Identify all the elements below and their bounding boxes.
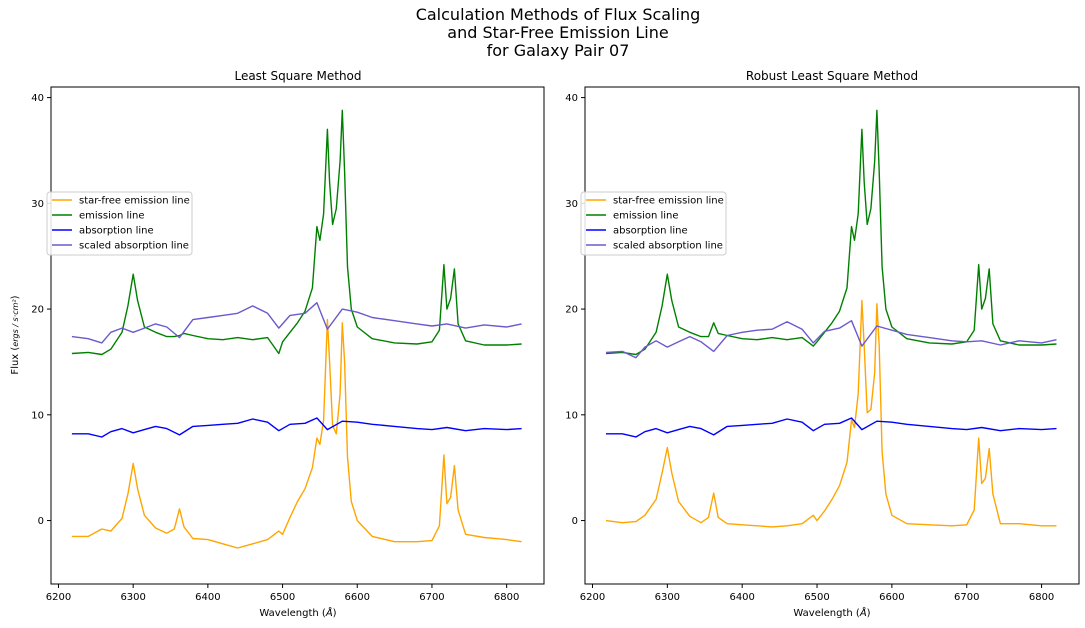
series-line-scaled-absorption-line: [71, 302, 522, 344]
x-tick-label: 6300: [655, 592, 680, 603]
legend-label: scaled absorption line: [79, 241, 189, 252]
legend-label: star-free emission line: [613, 196, 724, 207]
plot-lines: [71, 109, 522, 549]
x-tick-label: 6800: [494, 592, 519, 603]
x-tick-label: 6700: [954, 592, 979, 603]
suptitle-line-1: Calculation Methods of Flux Scaling: [416, 5, 701, 24]
legend-label: emission line: [79, 211, 145, 222]
series-line-emission-line: [605, 109, 1057, 356]
subplot-least-square: Least Square Method 6200 6300 6400 6500 6600…: [10, 69, 545, 619]
suptitle-line-3: for Galaxy Pair 07: [487, 41, 630, 60]
y-tick-label: 20: [565, 305, 578, 316]
legend-box: [46, 191, 193, 256]
series-line-emission-line: [71, 109, 522, 356]
x-ticks: 6200 6300 6400 6500 6600 6700 6800: [580, 584, 1054, 603]
x-tick-label: 6700: [419, 592, 444, 603]
x-tick-label: 6400: [729, 592, 754, 603]
y-ticks: 0 10 20 30 40: [31, 93, 51, 527]
x-tick-label: 6600: [345, 592, 370, 603]
legend-box: [580, 191, 727, 256]
legend-label: absorption line: [79, 226, 154, 237]
y-tick-label: 30: [565, 199, 578, 210]
subplot-title: Least Square Method: [234, 69, 361, 83]
x-ticks: 6200 6300 6400 6500 6600 6700 6800: [46, 584, 519, 603]
y-tick-label: 0: [38, 516, 44, 527]
legend: star-free emission line emission line abso…: [580, 191, 727, 256]
x-axis-label: Wavelength (Å): [259, 606, 336, 619]
x-tick-label: 6500: [270, 592, 295, 603]
x-axis-label: Wavelength (Å): [793, 606, 870, 619]
series-line-scaled-absorption-line: [605, 320, 1057, 359]
plot-frame: [50, 86, 545, 585]
x-tick-label: 6800: [1029, 592, 1054, 603]
x-tick-label: 6500: [804, 592, 829, 603]
y-tick-label: 10: [31, 410, 44, 421]
legend-label: scaled absorption line: [613, 241, 723, 252]
suptitle-line-2: and Star-Free Emission Line: [447, 23, 668, 42]
x-tick-label: 6600: [879, 592, 904, 603]
y-tick-label: 40: [565, 93, 578, 104]
x-tick-label: 6200: [46, 592, 71, 603]
series-line-star-free-emission-line: [71, 318, 522, 549]
legend: star-free emission line emission line abso…: [46, 191, 193, 256]
series-line-star-free-emission-line: [605, 299, 1057, 528]
figure-suptitle: Calculation Methods of Flux Scaling and …: [416, 5, 701, 60]
series-line-absorption-line: [71, 417, 522, 438]
y-tick-label: 40: [31, 93, 44, 104]
legend-label: emission line: [613, 211, 679, 222]
x-tick-label: 6200: [580, 592, 605, 603]
y-tick-label: 20: [31, 305, 44, 316]
series-line-absorption-line: [606, 417, 1057, 438]
x-tick-label: 6300: [120, 592, 145, 603]
plot-lines: [605, 109, 1057, 528]
legend-label: star-free emission line: [79, 196, 190, 207]
y-tick-label: 0: [572, 516, 578, 527]
plot-frame: [584, 86, 1080, 585]
y-tick-label: 30: [31, 199, 44, 210]
y-ticks: 0 10 20 30 40: [565, 93, 585, 527]
y-axis-label: Flux (ergs / s·cm²): [10, 295, 21, 374]
subplot-title: Robust Least Square Method: [746, 69, 918, 83]
x-tick-label: 6400: [195, 592, 220, 603]
y-tick-label: 10: [565, 410, 578, 421]
subplot-robust-least-square: Robust Least Square Method 6200 6300 6400 6…: [565, 69, 1080, 619]
legend-label: absorption line: [613, 226, 688, 237]
